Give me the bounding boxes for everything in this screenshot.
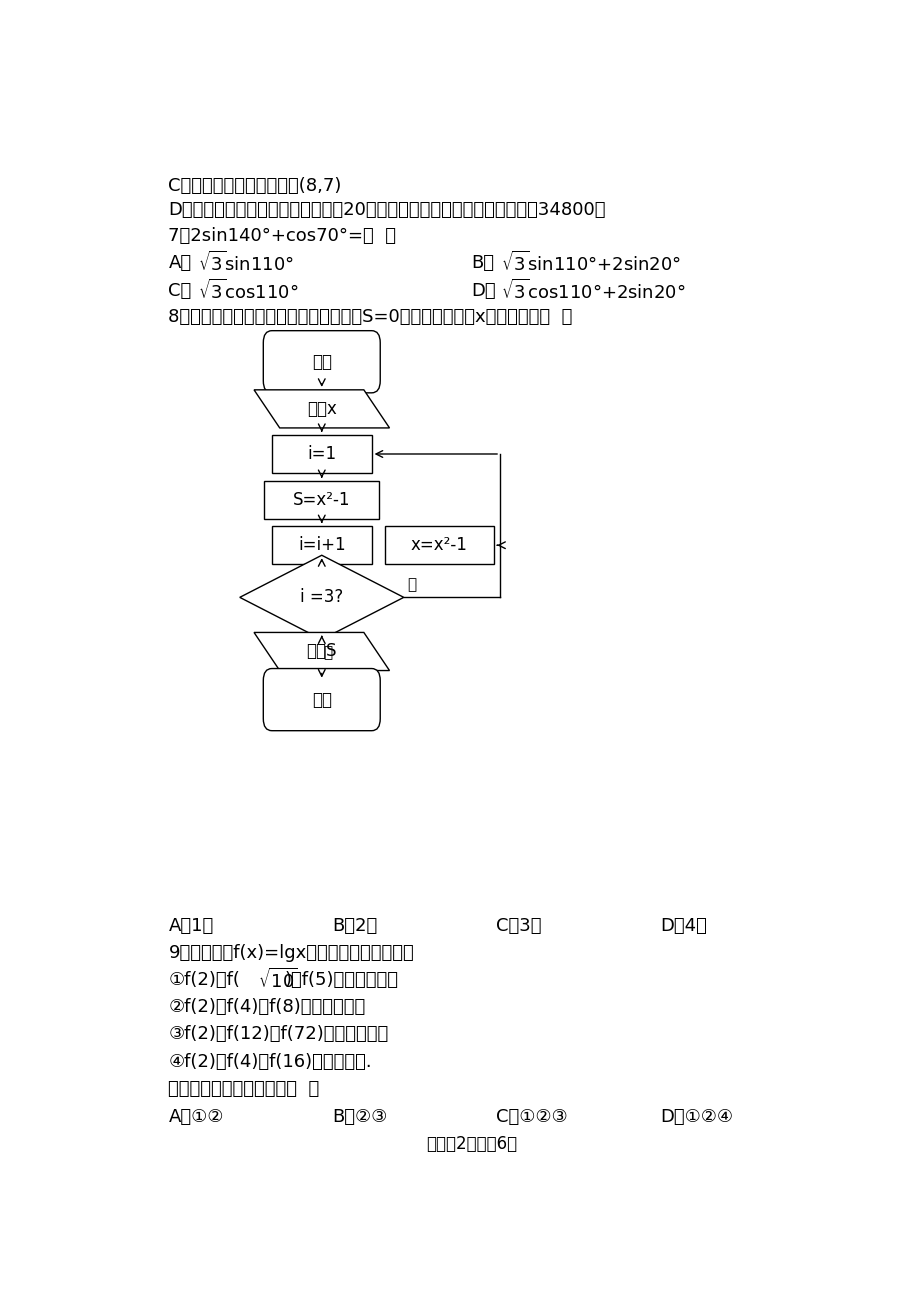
Text: ①f(2)，f(: ①f(2)，f( [168,971,240,990]
Text: D．①②④: D．①②④ [660,1108,732,1126]
Text: C．该回归直线一定经过点(8,7): C．该回归直线一定经过点(8,7) [168,177,342,195]
Text: 其中所有真命题的序号是（  ）: 其中所有真命题的序号是（ ） [168,1079,320,1098]
Text: )，f(5)成等差数列；: )，f(5)成等差数列； [284,971,398,990]
Text: i=1: i=1 [307,445,336,464]
Polygon shape [254,633,389,671]
Text: 输出S: 输出S [306,642,336,660]
Bar [264,480,379,519]
Polygon shape [240,555,403,639]
Text: A．1个: A．1个 [168,917,213,935]
Text: $\sqrt{3}$cos110°+2sin20°: $\sqrt{3}$cos110°+2sin20° [501,279,686,302]
Text: C．: C． [168,281,191,299]
Text: i=i+1: i=i+1 [298,536,346,555]
FancyBboxPatch shape [263,668,380,730]
Text: x=x²-1: x=x²-1 [411,536,468,555]
Text: S=x²-1: S=x²-1 [292,491,350,509]
Text: 否: 否 [407,577,416,592]
Text: B．2个: B．2个 [332,917,378,935]
Text: C．①②③: C．①②③ [496,1108,567,1126]
Text: 试卷第2页，共6页: 试卷第2页，共6页 [425,1135,516,1152]
Text: ③f(2)，f(12)，f(72)成等比数列；: ③f(2)，f(12)，f(72)成等比数列； [168,1026,389,1043]
Text: 输入x: 输入x [307,400,336,418]
Text: D．4个: D．4个 [660,917,707,935]
Text: 8．执行如图所示的程序框图，若输出的S=0，则输入的实数x的取值共有（  ）: 8．执行如图所示的程序框图，若输出的S=0，则输入的实数x的取值共有（ ） [168,307,573,326]
Text: D．当此公司该种产品的年宣传费为20万元时，预测该种产品的年销售量为34800件: D．当此公司该种产品的年宣传费为20万元时，预测该种产品的年销售量为34800件 [168,202,606,219]
Text: B．②③: B．②③ [332,1108,387,1126]
Text: i =3?: i =3? [300,589,343,607]
Text: $\sqrt{3}$cos110°: $\sqrt{3}$cos110° [199,279,299,302]
Bar [384,526,494,564]
Text: $\sqrt{10}$: $\sqrt{10}$ [257,969,297,992]
Bar [272,435,371,473]
Text: A．①②: A．①② [168,1108,223,1126]
Text: 9．已知函数f(x)=lgx，现有下列四个命题：: 9．已知函数f(x)=lgx，现有下列四个命题： [168,944,414,962]
Text: 结束: 结束 [312,690,332,708]
Text: ②f(2)，f(4)，f(8)成等差数列；: ②f(2)，f(4)，f(8)成等差数列； [168,999,366,1017]
Text: A．: A． [168,254,191,272]
Bar [272,526,371,564]
Text: B．: B． [471,254,494,272]
Text: 是: 是 [323,644,332,660]
FancyBboxPatch shape [263,331,380,393]
Text: D．: D． [471,281,495,299]
Polygon shape [254,389,389,428]
Text: $\sqrt{3}$sin110°: $\sqrt{3}$sin110° [199,250,294,275]
Text: 7．2sin140°+cos70°=（  ）: 7．2sin140°+cos70°=（ ） [168,228,396,246]
Text: $\sqrt{3}$sin110°+2sin20°: $\sqrt{3}$sin110°+2sin20° [501,250,681,275]
Text: ④f(2)，f(4)，f(16)成等比数列.: ④f(2)，f(4)，f(16)成等比数列. [168,1052,371,1070]
Text: 开始: 开始 [312,353,332,371]
Text: C．3个: C．3个 [496,917,541,935]
